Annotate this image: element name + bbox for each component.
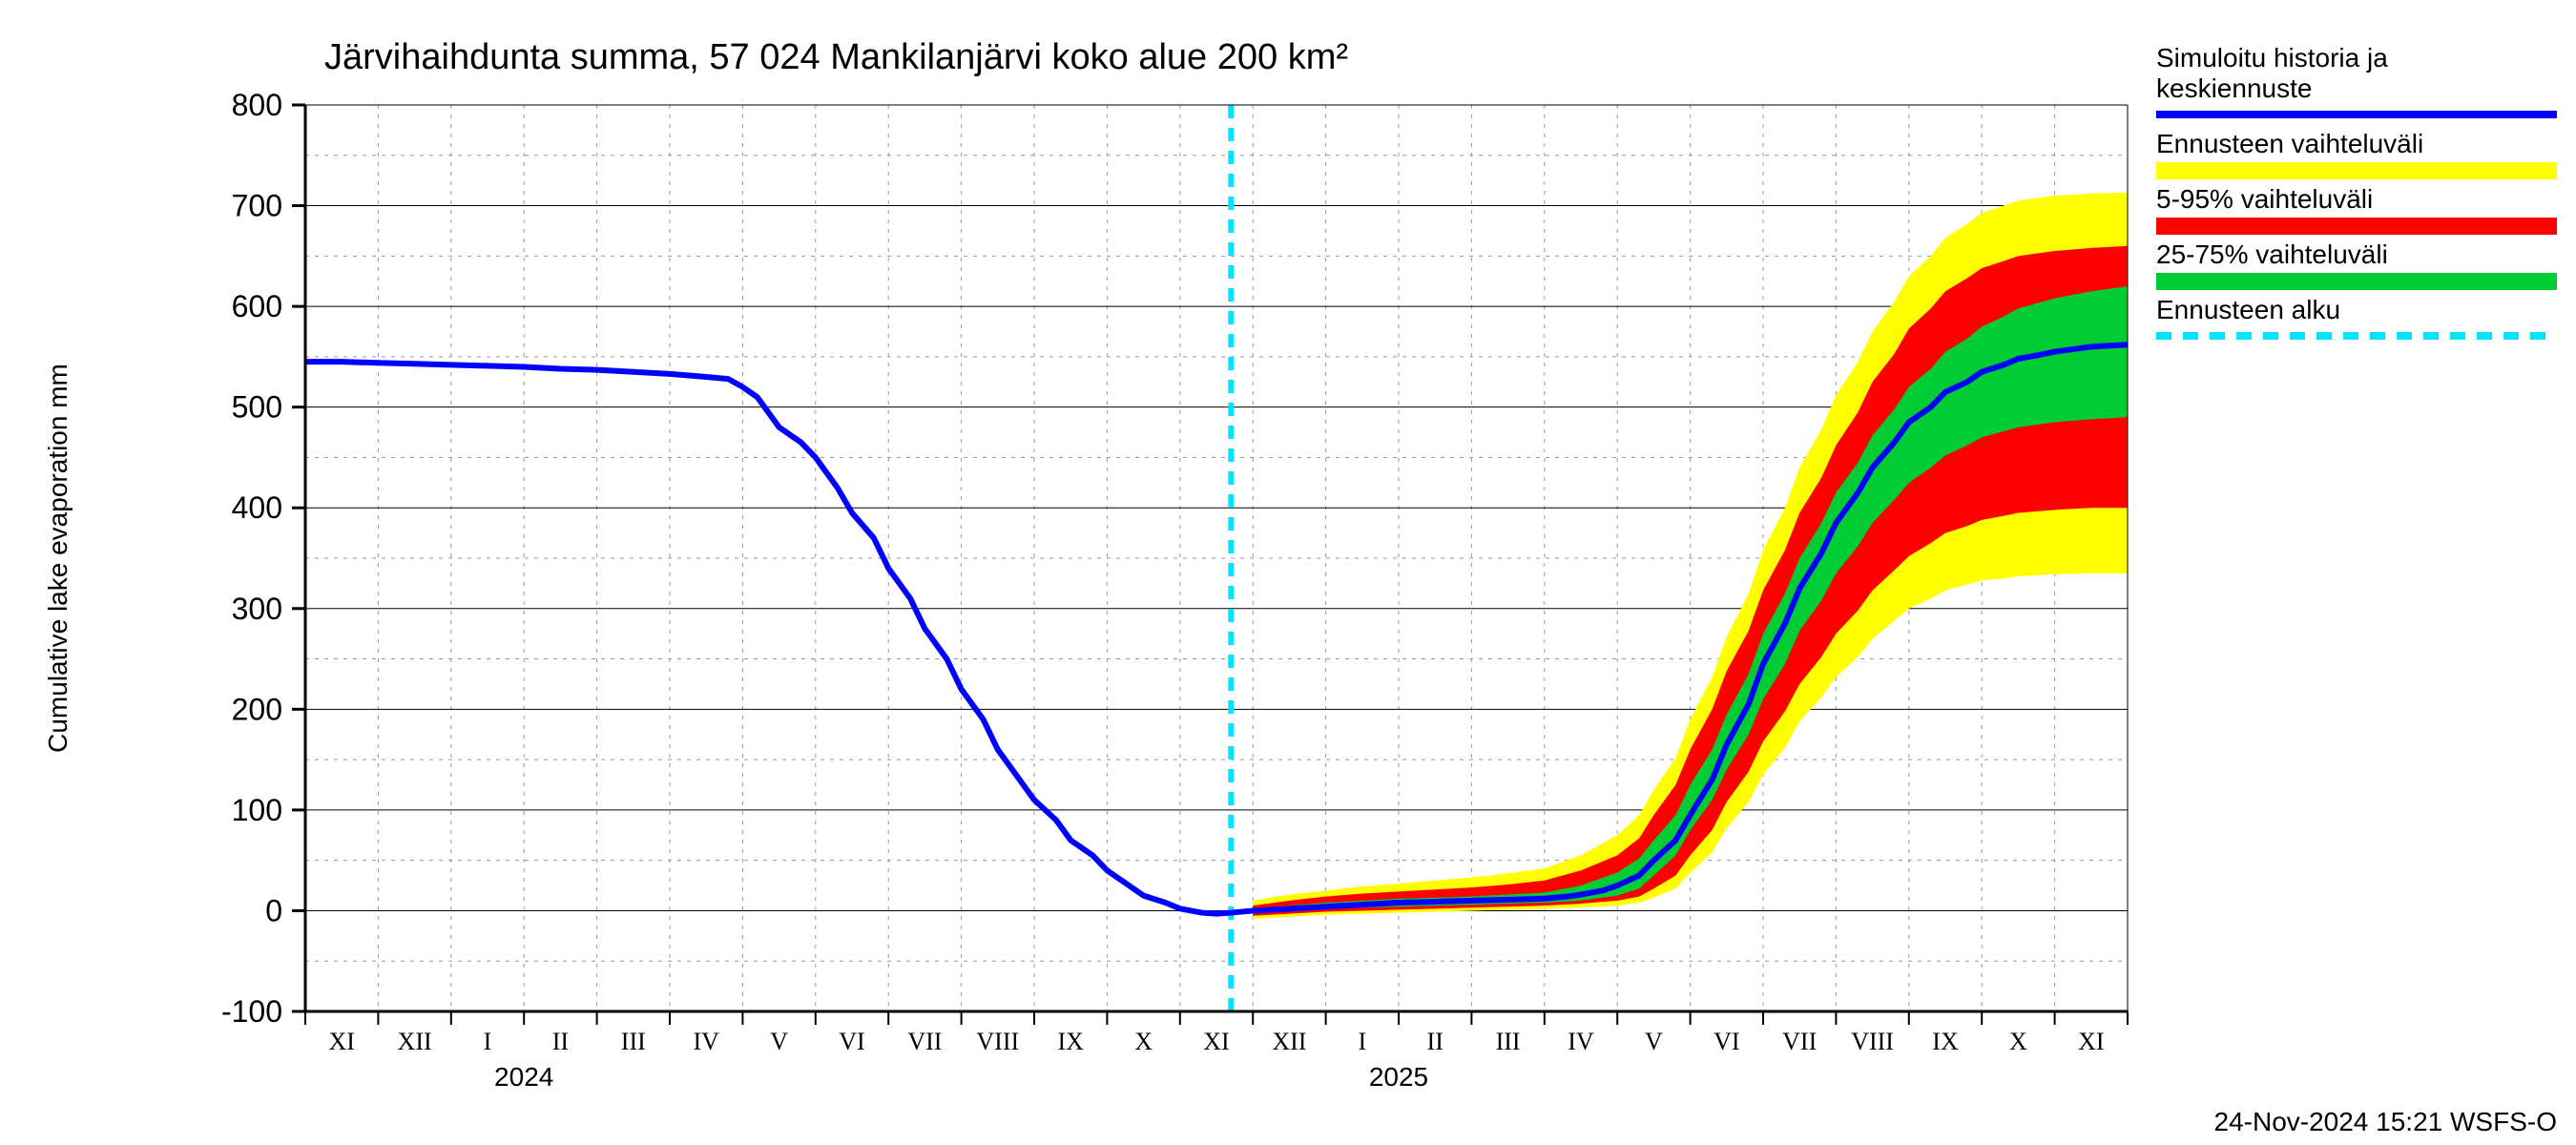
- ytick-label: 400: [232, 490, 282, 525]
- ytick-label: 500: [232, 390, 282, 425]
- year-label: 2024: [494, 1062, 553, 1092]
- month-label: IV: [693, 1028, 719, 1055]
- month-label: XII: [398, 1028, 432, 1055]
- ytick-label: 800: [232, 88, 282, 122]
- month-label: XI: [1203, 1028, 1229, 1055]
- month-label: VII: [907, 1028, 942, 1055]
- legend-swatch-block: [2156, 218, 2557, 235]
- month-label: I: [484, 1028, 492, 1055]
- ytick-label: 300: [232, 592, 282, 626]
- month-label: III: [1496, 1028, 1521, 1055]
- ytick-label: 600: [232, 289, 282, 323]
- month-label: I: [1358, 1028, 1366, 1055]
- chart-footer: 24-Nov-2024 15:21 WSFS-O: [2214, 1107, 2558, 1136]
- legend-label: 25-75% vaihteluväli: [2156, 239, 2388, 269]
- month-label: III: [621, 1028, 646, 1055]
- month-label: IV: [1568, 1028, 1594, 1055]
- legend-label: Simuloitu historia ja: [2156, 43, 2388, 73]
- ytick-label: 200: [232, 692, 282, 726]
- month-label: VIII: [1851, 1028, 1894, 1055]
- month-label: XI: [328, 1028, 354, 1055]
- ytick-label: 700: [232, 189, 282, 223]
- month-label: VI: [839, 1028, 864, 1055]
- month-label: XII: [1272, 1028, 1306, 1055]
- chart-title: Järvihaihdunta summa, 57 024 Mankilanjär…: [324, 37, 1348, 77]
- month-label: X: [2009, 1028, 2027, 1055]
- legend-label: Ennusteen alku: [2156, 295, 2340, 324]
- ytick-label: 100: [232, 793, 282, 827]
- legend-swatch-block: [2156, 162, 2557, 179]
- month-label: V: [770, 1028, 788, 1055]
- month-label: V: [1645, 1028, 1663, 1055]
- ytick-label: 0: [265, 893, 282, 927]
- legend-label: 5-95% vaihteluväli: [2156, 184, 2373, 214]
- ytick-label: -100: [221, 994, 282, 1029]
- month-label: II: [1427, 1028, 1444, 1055]
- month-label: XI: [2078, 1028, 2104, 1055]
- month-label: VII: [1782, 1028, 1817, 1055]
- legend-label: Ennusteen vaihteluväli: [2156, 129, 2423, 158]
- month-label: IX: [1932, 1028, 1959, 1055]
- legend-swatch-block: [2156, 273, 2557, 290]
- month-label: IX: [1057, 1028, 1084, 1055]
- month-label: VIII: [976, 1028, 1019, 1055]
- month-label: VI: [1714, 1028, 1739, 1055]
- chart-container: -1000100200300400500600700800XIXIIIIIIII…: [0, 0, 2576, 1145]
- month-label: X: [1134, 1028, 1153, 1055]
- month-label: II: [552, 1028, 569, 1055]
- year-label: 2025: [1369, 1062, 1428, 1092]
- chart-svg: -1000100200300400500600700800XIXIIIIIIII…: [0, 0, 2576, 1145]
- legend-label: keskiennuste: [2156, 73, 2312, 103]
- y-axis-label: Cumulative lake evaporation mm: [43, 364, 73, 753]
